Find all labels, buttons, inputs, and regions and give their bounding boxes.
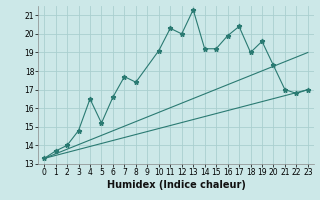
X-axis label: Humidex (Indice chaleur): Humidex (Indice chaleur) (107, 180, 245, 190)
